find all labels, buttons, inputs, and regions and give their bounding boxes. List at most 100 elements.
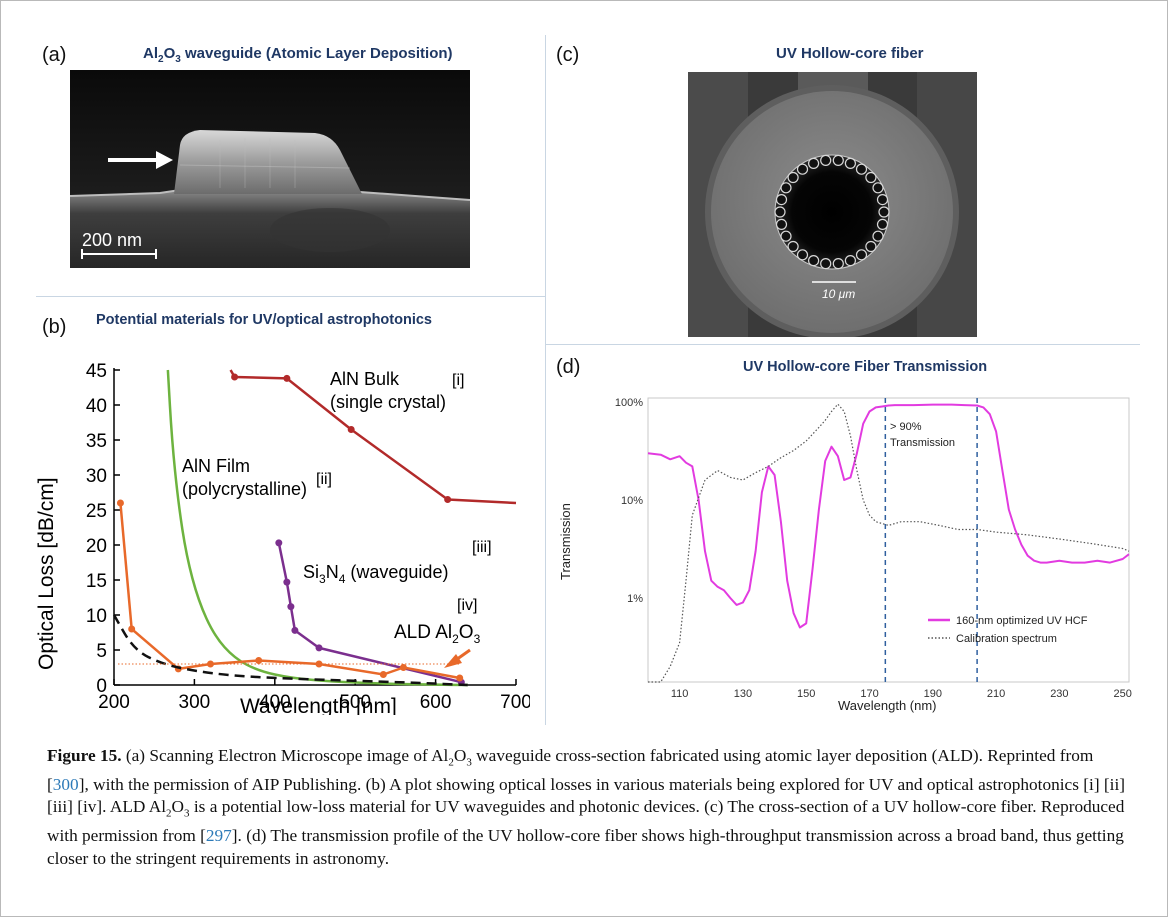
capillary [832, 258, 844, 270]
vertical-divider [545, 35, 546, 725]
capillary [876, 218, 889, 230]
y-tick-label: 35 [86, 431, 107, 452]
data-point-ald [379, 671, 387, 678]
x-tick-label: 150 [797, 688, 815, 700]
annotation-transmission: Transmission [890, 437, 955, 449]
y-tick-label: 20 [86, 536, 107, 557]
x-tick-label: 170 [860, 688, 878, 700]
y-tick-label: 100% [615, 397, 643, 409]
y-axis-label-d: Transmission [558, 503, 573, 580]
y-tick-label: 1% [627, 593, 643, 605]
capillary [787, 240, 799, 253]
capillary [872, 230, 884, 242]
y-tick-label: 45 [86, 361, 107, 382]
data-point-si3n4 [283, 578, 291, 586]
legend-calibration: Calibration spectrum [956, 633, 1057, 645]
legend: 160-nm optimized UV HCF Calibration spec… [928, 615, 1088, 645]
y-tick-label: 0 [96, 676, 107, 697]
panel-a-letter: (a) [42, 44, 67, 66]
capillary [796, 249, 809, 261]
panel-d-letter: (d) [556, 356, 581, 378]
panel-a-title: Al2O3 waveguide (Atomic Layer Deposition… [143, 45, 453, 65]
ald-arrow-icon [444, 648, 471, 668]
capillary [807, 255, 820, 267]
y-tick-label: 15 [86, 571, 107, 592]
ald-label: ALD Al2O3 [394, 622, 481, 646]
caption-label: Figure 15. [47, 746, 122, 765]
capillary [876, 193, 889, 206]
capillary [796, 163, 809, 175]
series-line-calibration [648, 403, 1130, 683]
data-point-si3n4 [287, 603, 295, 611]
aln-film-label-2: (polycrystalline) [182, 479, 307, 499]
x-axis-label-d: Wavelength (nm) [838, 698, 937, 713]
y-tick-label: 30 [86, 466, 107, 487]
data-point-ald [456, 674, 464, 682]
aln-bulk-label: AlN Bulk [330, 369, 400, 389]
x-tick-label: 200 [98, 692, 130, 713]
y-tick-label: 5 [96, 641, 107, 662]
capillary [872, 182, 884, 194]
aln-film-label: AlN Film [182, 456, 250, 476]
si3n4-ref: [iii] [472, 539, 492, 556]
capillary [774, 206, 786, 218]
panel-b-title: Potential materials for UV/optical astro… [96, 312, 432, 328]
capillary [780, 230, 792, 242]
panel-b-letter: (b) [42, 316, 67, 338]
capillary [865, 171, 877, 184]
x-tick-label: 700 [500, 692, 530, 713]
ref-link-300[interactable]: 300 [52, 774, 79, 794]
panel-c-letter: (c) [556, 44, 580, 66]
capillary [820, 154, 832, 167]
x-tick-label: 210 [987, 688, 1005, 700]
capillary [844, 157, 856, 170]
data-point-ald [399, 664, 407, 671]
panel-c-title: UV Hollow-core fiber [776, 45, 924, 62]
capillary [855, 249, 868, 261]
series-line-aln-film [166, 369, 468, 687]
x-tick-label: 500 [339, 692, 371, 713]
divider-a-b [36, 296, 545, 297]
data-point-aln-bulk [283, 374, 291, 382]
capillary [878, 206, 890, 218]
scale-bar [81, 249, 157, 259]
aln-bulk-label-2: (single crystal) [330, 392, 446, 412]
series-line-si3n4 [277, 542, 462, 684]
y-tick-label: 10 [86, 606, 107, 627]
transmission-chart: 110 130 150 170 190 210 230 250 1% 10% 100% Wavele… [558, 397, 1132, 713]
series-line-ald [119, 502, 460, 680]
fiber-scale-label: 10 μm [822, 287, 855, 301]
y-axis-label: Optical Loss [dB/cm] [35, 477, 58, 670]
y-tick-label: 25 [86, 501, 107, 522]
x-axis-label: Wavelength [nm] [240, 695, 397, 715]
x-tick-label: 250 [1113, 688, 1131, 700]
series-line-dashed [112, 614, 468, 687]
y-tick-label: 10% [621, 495, 643, 507]
legend-hcf: 160-nm optimized UV HCF [956, 615, 1088, 627]
optical-loss-chart: 200 300 400 500 600 700 0 5 10 15 20 25 30 35 40 45 Wav… [35, 361, 530, 715]
figure-caption: Figure 15. (a) Scanning Electron Microsc… [47, 746, 1126, 868]
x-tick-label: 230 [1050, 688, 1068, 700]
capillary [787, 171, 799, 184]
data-point-aln-bulk [347, 426, 355, 433]
capillary-ring [774, 154, 890, 270]
annotation-90: > 90% [890, 421, 922, 433]
sem-image-waveguide: 200 nm [70, 70, 470, 268]
data-point-si3n4 [275, 539, 283, 547]
divider-c-d [546, 344, 1140, 345]
capillary [855, 163, 868, 175]
data-point-ald [255, 657, 263, 664]
ref-link-297[interactable]: 297 [205, 826, 232, 846]
data-point-ald [116, 499, 124, 507]
capillary [820, 258, 832, 270]
y-tick-label: 40 [86, 396, 107, 417]
capillary [807, 157, 820, 170]
scale-label-200nm: 200 nm [82, 230, 142, 250]
capillary [775, 193, 788, 206]
series-line-hcf [647, 403, 1130, 629]
x-tick-label: 110 [671, 688, 689, 700]
data-point-si3n4 [315, 644, 323, 652]
aln-bulk-ref: [i] [452, 372, 464, 389]
x-tick-label: 300 [179, 692, 211, 713]
data-point-aln-bulk [231, 373, 239, 381]
